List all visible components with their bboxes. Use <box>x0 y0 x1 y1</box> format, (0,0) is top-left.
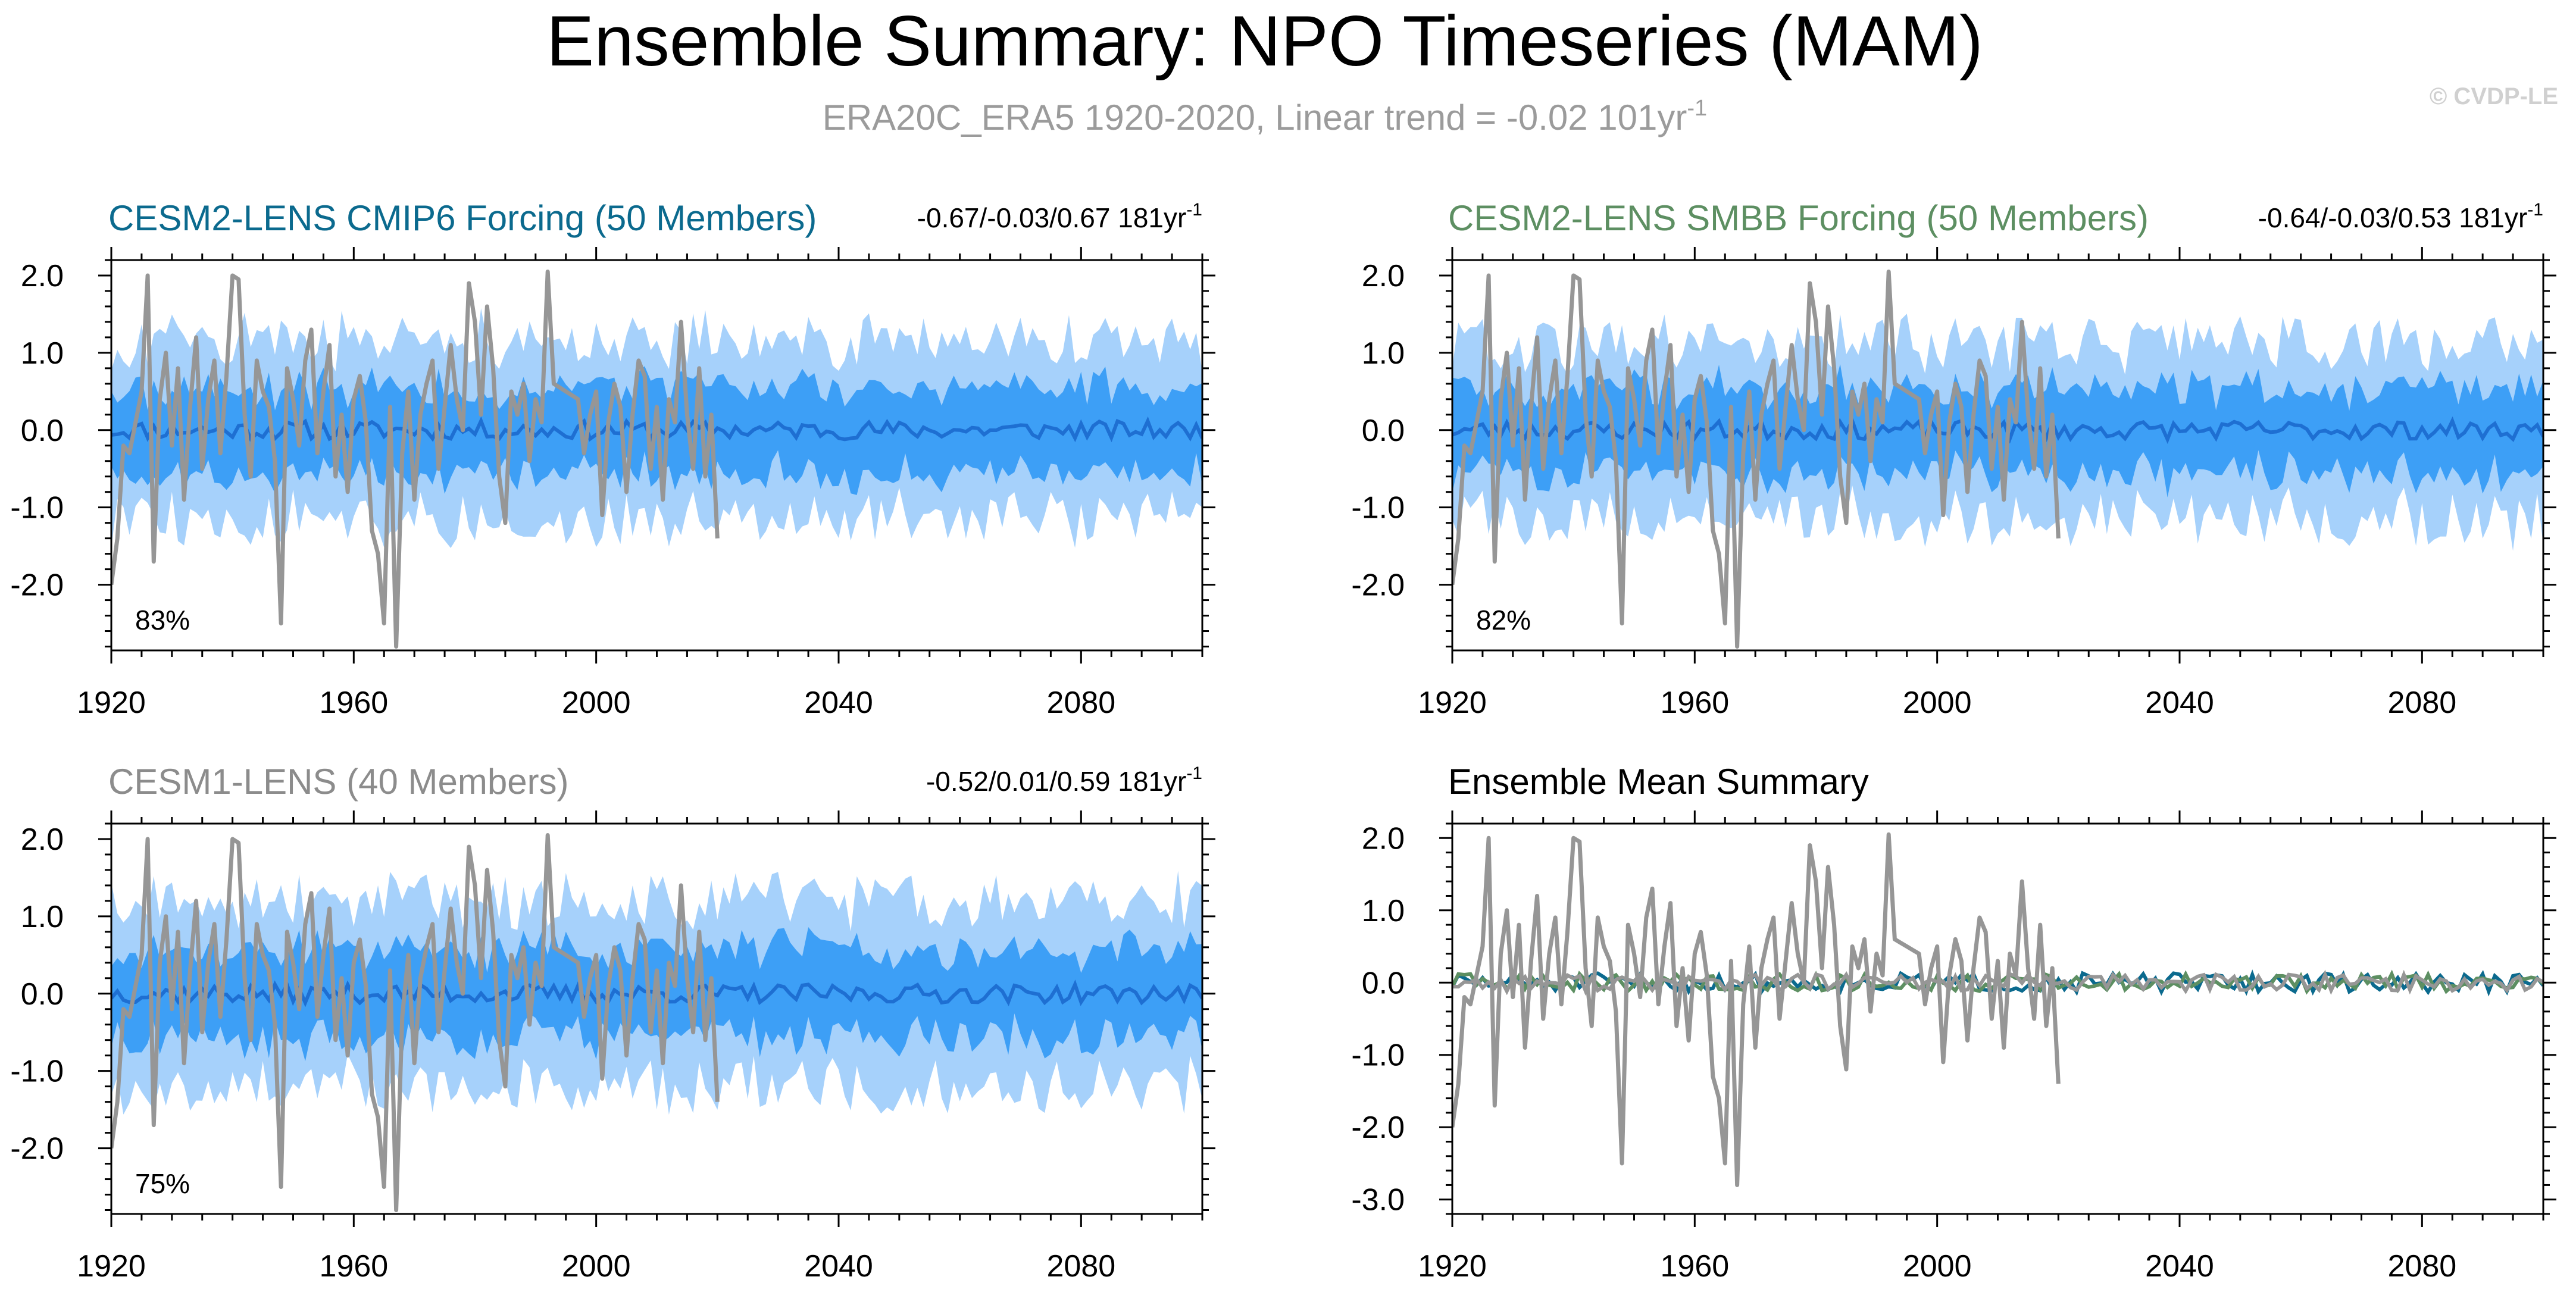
y-tick-label: -2.0 <box>1351 568 1405 603</box>
y-tick-label: -2.0 <box>1351 1110 1405 1145</box>
y-tick-label: 2.0 <box>1362 821 1405 856</box>
y-tick-label: 0.0 <box>1362 414 1405 448</box>
panel-title: CESM2-LENS CMIP6 Forcing (50 Members) <box>108 198 817 238</box>
x-tick-label: 2080 <box>1046 686 1115 720</box>
percent-label: 83% <box>135 605 190 636</box>
percent-label: 82% <box>1476 605 1531 636</box>
observed-line <box>1452 832 2061 1187</box>
x-tick-label: 2040 <box>804 686 873 720</box>
panel-p1: 1920 1960 2000 2040 2080 2.0 1.0 0.0 -1.0 -2.0 CES… <box>10 198 1215 720</box>
x-tick-label: 2080 <box>2387 686 2456 720</box>
y-tick-label: 0.0 <box>21 977 64 1012</box>
y-tick-label: -1.0 <box>10 1054 64 1089</box>
x-tick-label: 2000 <box>1903 686 1972 720</box>
plot-area <box>111 833 1202 1213</box>
y-tick-label: 0.0 <box>1362 966 1405 1000</box>
observed-line <box>111 833 720 1213</box>
y-tick-label: 1.0 <box>21 336 64 371</box>
panel-title: CESM1-LENS (40 Members) <box>108 762 569 802</box>
y-tick-label: 0.0 <box>21 414 64 448</box>
x-tick-label: 2080 <box>2387 1249 2456 1284</box>
observed-line <box>111 269 720 649</box>
x-tick-label: 1960 <box>1660 1249 1729 1284</box>
x-tick-label: 1960 <box>319 686 388 720</box>
panel-p4: 1920 1960 2000 2040 2080 2.0 1.0 0.0 -1.0 -2.0 -3.… <box>1351 762 2556 1284</box>
panel-title: CESM2-LENS SMBB Forcing (50 Members) <box>1448 198 2149 238</box>
x-tick-label: 2080 <box>1046 1249 1115 1284</box>
trend-label: -0.67/-0.03/0.67 181yr-1 <box>917 200 1202 233</box>
y-tick-label: 1.0 <box>1362 894 1405 928</box>
plot-area <box>111 269 1202 649</box>
y-tick-label: -2.0 <box>10 568 64 603</box>
x-tick-label: 1960 <box>1660 686 1729 720</box>
x-tick-label: 1920 <box>77 1249 146 1284</box>
y-tick-label: -2.0 <box>10 1132 64 1166</box>
panel-p2: 1920 1960 2000 2040 2080 2.0 1.0 0.0 -1.0 -2.0 CES… <box>1351 198 2556 720</box>
x-tick-label: 2040 <box>2145 686 2214 720</box>
x-tick-label: 1920 <box>77 686 146 720</box>
subtitle-superscript: -1 <box>1687 96 1707 121</box>
panel-title: Ensemble Mean Summary <box>1448 762 1869 802</box>
y-tick-label: -1.0 <box>1351 491 1405 525</box>
x-tick-label: 1920 <box>1418 1249 1487 1284</box>
y-tick-label: -1.0 <box>10 491 64 525</box>
x-tick-label: 1920 <box>1418 686 1487 720</box>
y-tick-label: 2.0 <box>1362 259 1405 293</box>
y-tick-label: 2.0 <box>21 822 64 857</box>
percent-label: 75% <box>135 1168 190 1199</box>
x-tick-label: 1960 <box>319 1249 388 1284</box>
x-tick-label: 2040 <box>2145 1249 2214 1284</box>
plot-area <box>1452 269 2543 649</box>
panel-p3: 1920 1960 2000 2040 2080 2.0 1.0 0.0 -1.0 -2.0 CES… <box>10 762 1215 1284</box>
plot-area <box>1452 832 2543 1187</box>
y-tick-label: 1.0 <box>21 900 64 934</box>
observed-line <box>1452 269 2061 649</box>
trend-label: -0.64/-0.03/0.53 181yr-1 <box>2258 200 2543 233</box>
figure-subtitle: ERA20C_ERA5 1920-2020, Linear trend = -0… <box>823 96 1707 137</box>
credit-label: © CVDP-LE <box>2430 83 2558 109</box>
y-tick-label: 1.0 <box>1362 336 1405 371</box>
figure-title: Ensemble Summary: NPO Timeseries (MAM) <box>546 1 1983 81</box>
x-tick-label: 2040 <box>804 1249 873 1284</box>
y-tick-label: -1.0 <box>1351 1038 1405 1073</box>
x-tick-label: 2000 <box>1903 1249 1972 1284</box>
y-tick-label: 2.0 <box>21 259 64 293</box>
trend-label: -0.52/0.01/0.59 181yr-1 <box>926 763 1202 797</box>
y-tick-label: -3.0 <box>1351 1183 1405 1218</box>
x-tick-label: 2000 <box>562 1249 631 1284</box>
x-tick-label: 2000 <box>562 686 631 720</box>
